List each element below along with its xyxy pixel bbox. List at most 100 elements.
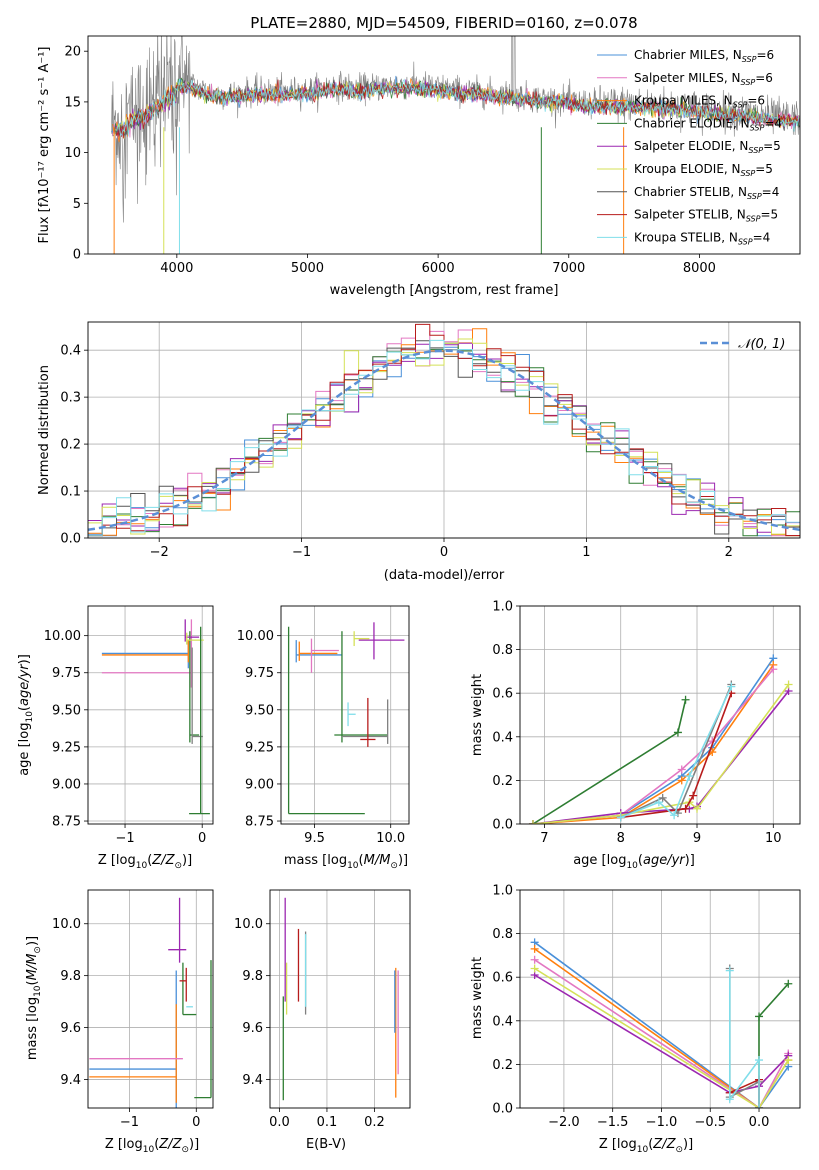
x-tick-label: 8000 [683,261,716,276]
residual-histogram [88,339,800,537]
mass-weight-Z-x-axis-label: Z [log10(Z/Z⊙)] [599,1137,693,1155]
y-tick-label: 15 [64,95,81,110]
mass-weight-vs-age-panel: 7 8 9 10 0.0 0.2 0.4 0.6 0.8 1.0 [492,600,801,846]
y-tick-label: 8.75 [245,815,274,830]
x-tick-label: −0.5 [694,1115,726,1130]
y-tick-label: 0.0 [60,532,81,547]
y-tick-label: 9.6 [242,1021,263,1036]
y-tick-label: 9.00 [245,777,274,792]
y-tick-label: 9.4 [60,1073,81,1088]
mass-weight-vs-metallicity-panel: −2.0 −1.5 −1.0 −0.5 0.0 0.0 0.2 0.4 0.6 0.8 1.0 [492,884,801,1130]
residuals-x-axis-label: (data-model)/error [384,568,505,583]
y-tick-label: 0.4 [60,344,81,359]
y-tick-label: 0.4 [492,1014,513,1029]
mass-weight-line [729,970,760,1108]
y-tick-label: 9.75 [52,666,81,681]
plus-marker [681,804,690,813]
axes-frame [87,605,214,825]
y-tick-label: 0.2 [492,1058,513,1073]
x-tick-label: 9 [693,831,701,846]
mass-weight-lines [528,654,793,824]
y-tick-label: 10 [64,146,81,161]
x-tick-label: 2 [725,545,733,560]
plus-marker [530,955,539,964]
y-tick-label: 0.8 [492,927,513,942]
x-tick-label: 9.5 [304,831,325,846]
plus-marker [784,979,793,988]
plus-marker [677,776,686,785]
x-tick-label: 0.0 [269,1115,290,1130]
residuals-y-axis-label: Normed distribution [37,365,52,495]
y-tick-label: 20 [64,45,81,60]
histogram-lines [88,323,800,537]
y-tick-label: 9.75 [245,666,274,681]
x-tick-label: 4000 [160,261,193,276]
y-tick-label: 9.50 [52,703,81,718]
y-tick-label: 0.3 [60,391,81,406]
y-tick-label: 8.75 [52,815,81,830]
plus-marker [725,1095,734,1104]
x-tick-label: 10.0 [376,831,405,846]
x-tick-label: 0 [198,831,206,846]
age-vs-metallicity-panel: −1 0 8.75 9.00 9.25 9.50 9.75 10.00 [44,605,214,846]
plus-marker [755,1056,764,1065]
y-tick-label: 0.6 [492,687,513,702]
legend-label: Chabrier MILES, NSSP=6 [634,48,774,64]
y-tick-label: 0.4 [492,730,513,745]
spectrum-plot-area: 4000 5000 6000 7000 8000 0 5 10 15 20 [64,35,801,276]
mass-weight-age-x-axis-label: age [log10(age/yr)] [573,853,695,871]
x-tick-label: −1 [120,1115,139,1130]
plus-marker [755,1104,764,1108]
legend-label: Kroupa ELODIE, NSSP=5 [634,162,773,178]
plus-marker [689,791,698,800]
mass-vs-Z-x-axis-label: Z [log10(Z/Z⊙)] [105,1137,199,1155]
age-y-axis-label: age [log10(age/yr)] [17,654,35,776]
axes-frame [87,321,801,539]
y-tick-label: 0 [73,248,81,263]
y-tick-label: 1.0 [492,600,513,615]
legend-label: Chabrier STELIB, NSSP=4 [634,185,779,201]
residual-histogram [88,340,800,537]
mass-vs-metallicity-panel: −1 0 9.4 9.6 9.8 10.0 [52,889,214,1130]
plus-marker [681,695,690,704]
y-tick-label: 0.0 [492,1102,513,1117]
errorbars [287,622,405,815]
x-tick-label: −1.5 [597,1115,629,1130]
x-tick-label: 0.0 [749,1115,770,1130]
spectrum-panel: PLATE=2880, MJD=54509, FIBERID=0160, z=0… [37,14,801,298]
plus-marker [530,964,539,973]
y-tick-label: 0.2 [60,438,81,453]
plus-marker [654,798,663,807]
axes-frame [87,889,214,1109]
x-tick-label: 7 [540,831,548,846]
mass-vs-ebv-panel: 0.0 0.1 0.2 9.4 9.6 9.8 10.0 [234,889,411,1130]
y-tick-label: 10.0 [52,917,81,932]
mass-weight-line [534,967,789,1108]
spectrum-legend: Chabrier MILES, NSSP=6 Salpeter MILES, NS… [597,48,782,246]
axes-frame [519,605,801,825]
plus-marker [685,772,694,781]
mass-weight-Z-y-axis-label: mass weight [470,957,485,1039]
plus-marker [769,665,778,674]
plus-marker [616,813,625,822]
plus-marker [528,820,537,824]
x-tick-label: 1 [582,545,590,560]
mass-vs-ebv-x-axis-label: E(B-V) [306,1137,346,1152]
y-tick-label: 9.50 [245,703,274,718]
residuals-plot-area: −2 −1 0 1 2 0.0 0.1 0.2 0.3 0.4 [60,321,801,560]
axes-frame [519,889,801,1109]
y-tick-label: 0.1 [60,485,81,500]
model-spectrum-line [116,78,800,137]
plus-marker [530,944,539,953]
y-tick-label: 0.2 [492,774,513,789]
spectrum-x-axis-label: wavelength [Angstrom, rest frame] [330,283,559,298]
x-tick-label: 5000 [291,261,324,276]
normal-distribution-curve [88,349,800,532]
y-tick-label: 0.6 [492,971,513,986]
x-tick-label: 0.2 [364,1115,385,1130]
y-tick-label: 10.0 [234,917,263,932]
x-tick-label: −1 [292,545,311,560]
mass-weight-line [534,941,789,1108]
y-tick-label: 10.00 [44,629,81,644]
